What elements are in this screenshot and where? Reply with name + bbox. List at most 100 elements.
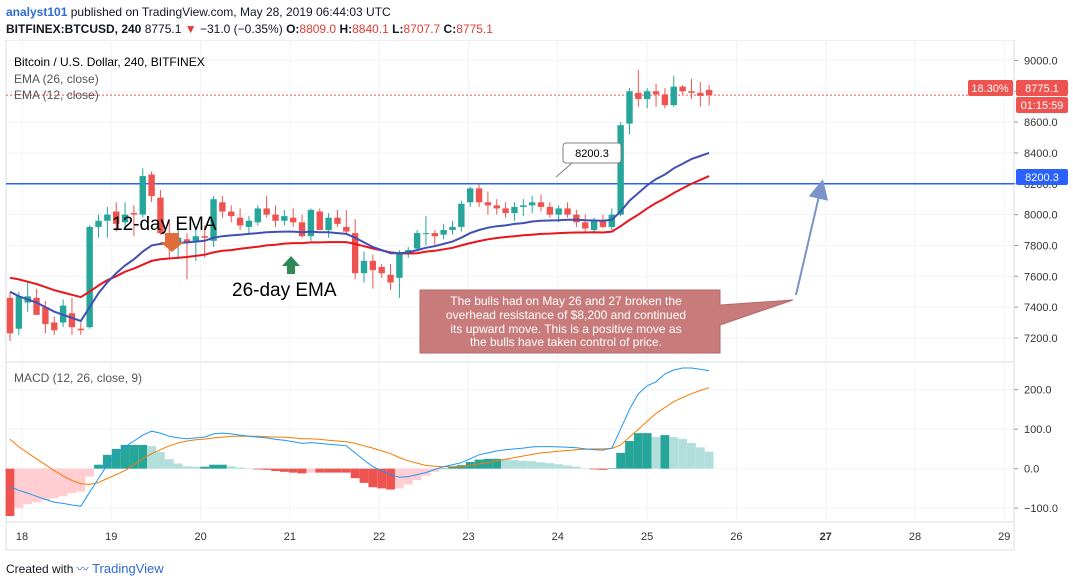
candle-body (520, 205, 527, 207)
time-tick-label: 24 (552, 531, 564, 543)
ema12-legend: EMA (12, close) (14, 88, 99, 102)
candle-body (201, 236, 208, 238)
time-tick-label: 19 (105, 531, 117, 543)
footer: Created with 〰 TradingView (6, 560, 164, 577)
histogram-bar (483, 458, 493, 469)
time-tick-label: 20 (194, 531, 206, 543)
countdown-badge-text: 01:15:59 (1021, 100, 1064, 112)
histogram-bar (279, 468, 289, 472)
macd-legend: MACD (12, 26, close, 9) (14, 371, 142, 385)
price-tick-label: 7600.0 (1024, 271, 1058, 283)
last-price-badge-text: 8775.1 (1025, 83, 1059, 95)
histogram-bar (85, 468, 95, 477)
close-value: 8775.1 (456, 22, 493, 36)
candle-body (183, 239, 191, 243)
candle-body (15, 296, 23, 329)
candle-body (555, 208, 562, 215)
candle-body (635, 92, 642, 99)
candle-body (360, 260, 368, 274)
publish-info: published on TradingView.com, May 28, 20… (70, 5, 391, 19)
candle-body (254, 208, 261, 223)
candle-body (661, 94, 669, 106)
histogram-bar (695, 447, 705, 469)
candle-body (617, 125, 624, 215)
histogram-bar (209, 464, 218, 469)
candle-body (51, 322, 58, 331)
candle-body (272, 214, 279, 221)
histogram-bar (439, 468, 449, 470)
symbol-label: BITFINEX:BTCUSD, 240 (6, 22, 142, 36)
time-tick-label: 26 (730, 531, 742, 543)
histogram-bar (253, 468, 263, 470)
candle-body (307, 209, 315, 237)
histogram-bar (14, 468, 24, 509)
histogram-bar (430, 468, 440, 472)
histogram-bar (306, 468, 316, 473)
candle-body (351, 233, 359, 274)
candle-body (422, 233, 430, 235)
brand-link[interactable]: TradingView (92, 561, 164, 576)
candle-body (582, 222, 589, 229)
ema12-annotation: 12-day EMA (112, 214, 217, 235)
candle-body (42, 307, 49, 325)
histogram-bar (492, 458, 502, 469)
ema26-line (9, 175, 710, 299)
price-tick-label: 7400.0 (1024, 302, 1058, 314)
high-label: H: (339, 22, 353, 36)
price-tick-label: 8600.0 (1024, 117, 1058, 129)
histogram-bar (200, 466, 210, 469)
candle-body (449, 226, 456, 231)
ema-lines (9, 151, 710, 323)
candle-body (334, 217, 341, 224)
histogram-bar (262, 468, 272, 470)
histogram-bar (395, 468, 404, 489)
candle-body (670, 86, 677, 106)
histogram-bar (368, 468, 378, 488)
histogram-bar (607, 468, 617, 469)
price-tick-label: 8000.0 (1024, 210, 1058, 222)
macd-plot (5, 367, 714, 517)
candle-body (192, 236, 200, 241)
trading-chart[interactable]: 7200.07400.07600.07800.08000.08200.08400… (0, 40, 1073, 555)
countdown-badge (1016, 97, 1068, 113)
author-link[interactable]: analyst101 (6, 5, 68, 19)
candle-body (644, 91, 651, 99)
histogram-bar (572, 466, 581, 469)
candle-body (369, 260, 377, 271)
histogram-bar (359, 468, 369, 483)
histogram-bar (156, 452, 165, 469)
histogram-bar (218, 464, 227, 469)
histogram-bar (642, 433, 652, 469)
candle-body (528, 202, 536, 206)
ema12-line (9, 151, 710, 323)
candle-body (564, 208, 571, 215)
time-tick-label: 27 (820, 531, 832, 543)
candle-body (484, 202, 492, 206)
candle-body (130, 213, 138, 215)
level-callout-text: 8200.3 (575, 148, 609, 160)
candle-body (343, 226, 350, 232)
histogram-bar (111, 448, 121, 469)
chart-title: Bitcoin / U.S. Dollar, 240, BITFINEX (14, 55, 205, 69)
candle-body (263, 208, 270, 215)
candle-body (590, 220, 598, 231)
histogram-bar (660, 435, 670, 469)
level-badge (1016, 169, 1068, 185)
histogram-bar (554, 464, 564, 469)
macd-pane[interactable] (5, 361, 1015, 523)
candle-body (626, 91, 633, 124)
publish-line: analyst101 published on TradingView.com,… (6, 4, 493, 21)
candle-body (679, 86, 686, 92)
candle-body (210, 199, 217, 241)
histogram-bar (235, 467, 245, 469)
candle-body (502, 208, 509, 214)
resistance-level (6, 94, 1014, 185)
price-tick-label: 7200.0 (1024, 333, 1058, 345)
candle-body (599, 220, 607, 227)
candle-body (378, 267, 385, 274)
ema26-annotation: 26-day EMA (232, 280, 337, 301)
time-axis[interactable] (5, 521, 1015, 551)
histogram-bar (288, 468, 298, 473)
candle-body (697, 92, 704, 96)
histogram-bar (669, 437, 679, 469)
